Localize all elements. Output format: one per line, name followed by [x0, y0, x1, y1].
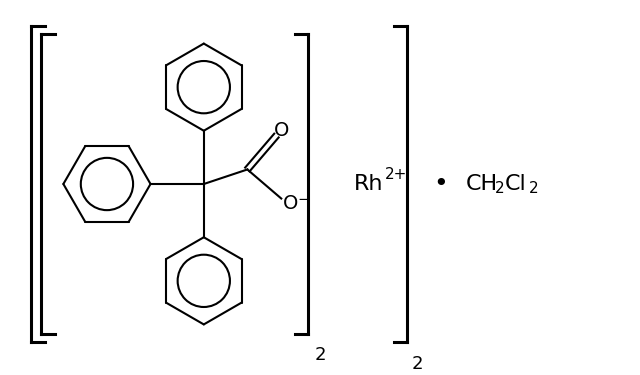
Text: Rh: Rh — [354, 174, 383, 194]
Text: •: • — [434, 172, 449, 196]
Text: O: O — [284, 194, 299, 213]
Text: 2: 2 — [314, 346, 326, 364]
Text: 2: 2 — [529, 182, 539, 196]
Text: Cl: Cl — [505, 174, 527, 194]
Text: 2+: 2+ — [385, 167, 407, 182]
Text: −: − — [297, 192, 310, 207]
Text: O: O — [273, 121, 289, 140]
Text: CH: CH — [465, 174, 497, 194]
Text: 2: 2 — [412, 356, 424, 374]
Text: 2: 2 — [495, 182, 505, 196]
